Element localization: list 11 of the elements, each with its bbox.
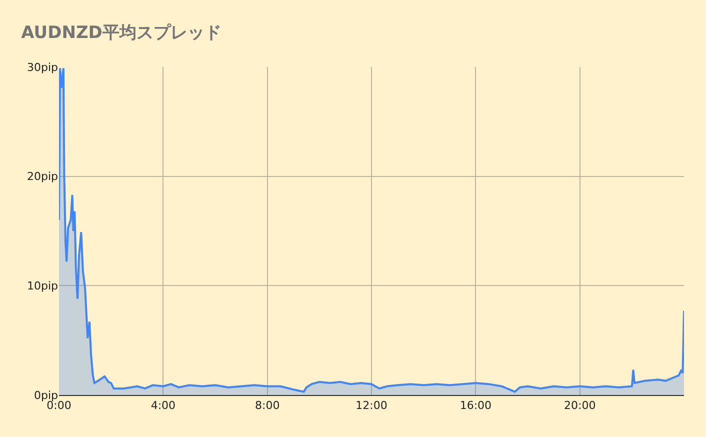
y-tick-label: 20pip [26,170,58,184]
chart-title: AUDNZD平均スプレッド [21,23,222,44]
y-tick-label: 10pip [26,280,58,293]
x-tick-label: 16:00 [460,399,492,412]
x-tick-label: 4:00 [150,399,176,412]
y-tick-label: 0pip [34,388,58,402]
x-tick-label: 12:00 [356,399,388,412]
x-tick-label: 8:00 [254,399,280,412]
x-tick-label: 20:00 [564,399,596,412]
x-tick-label: 0:00 [46,399,72,412]
y-tick-label: 30pip [26,60,58,74]
